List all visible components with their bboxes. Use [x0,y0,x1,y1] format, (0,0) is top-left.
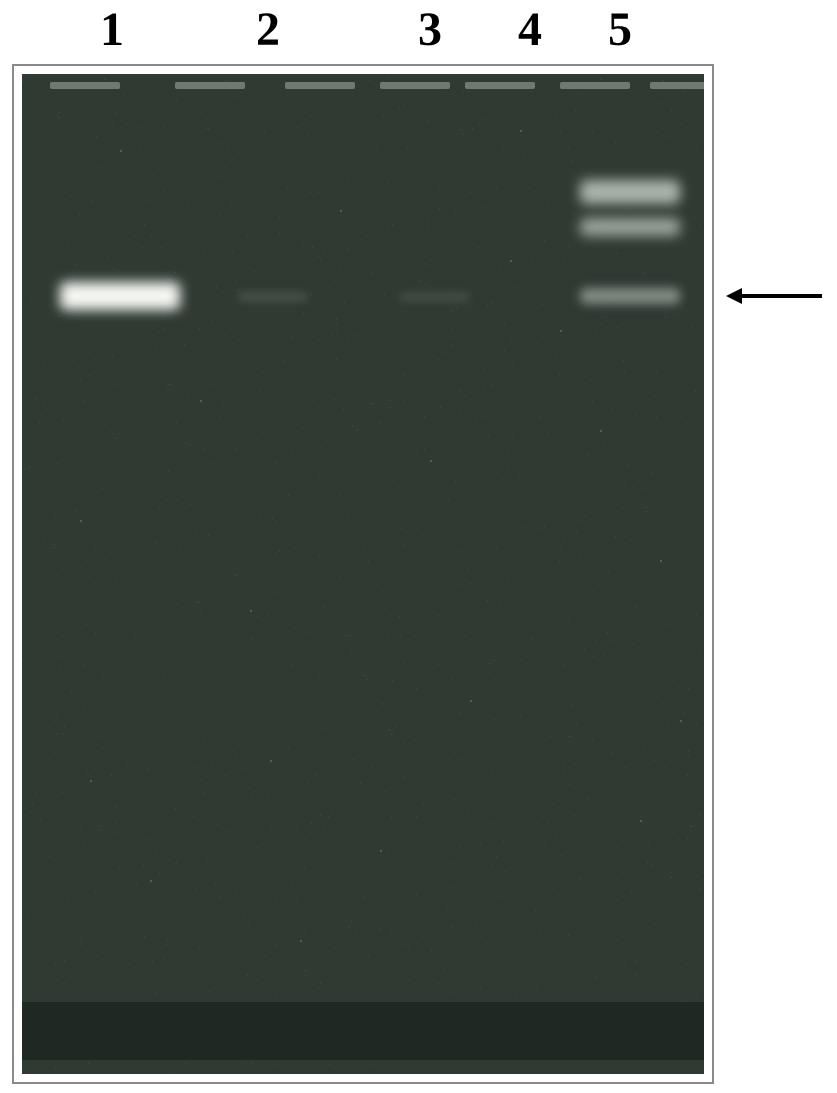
lane-label-4: 4 [510,2,550,57]
lane-labels: 1 2 3 4 5 [0,0,837,60]
lane3-faint [400,292,470,302]
well-7 [650,82,704,89]
well-4 [380,82,450,89]
lane5-band-arrow-level [580,288,680,304]
lane-label-5: 5 [600,2,640,57]
lane-label-3: 3 [410,2,450,57]
lane2-faint [238,292,308,302]
gel-lane-area [22,74,704,1074]
size-indicator-arrow [726,288,822,304]
well-6 [560,82,630,89]
lane-label-1: 1 [92,2,132,57]
arrow-shaft [742,294,822,298]
gel-dye-front [22,1002,704,1060]
lane1-main-band [60,282,180,310]
well-1 [50,82,120,89]
well-3 [285,82,355,89]
well-5 [465,82,535,89]
lane-label-2: 2 [248,2,288,57]
arrow-head-icon [726,288,742,304]
lane5-band-mid [580,218,680,236]
well-2 [175,82,245,89]
lane5-band-top [580,180,680,204]
